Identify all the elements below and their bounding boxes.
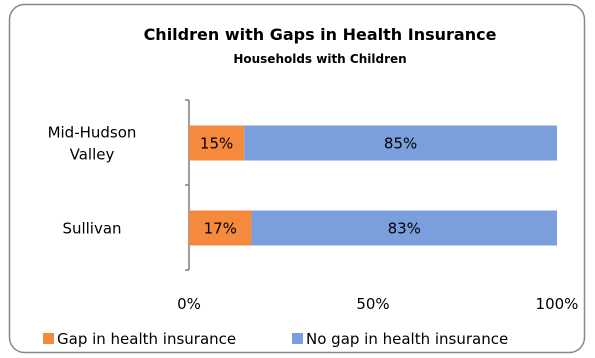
data-label: 85% bbox=[384, 135, 417, 153]
legend-label: Gap in health insurance bbox=[57, 330, 236, 348]
bar-gap-0 bbox=[189, 125, 245, 161]
legend-swatch bbox=[43, 333, 54, 344]
chart-title: Children with Gaps in Health Insurance bbox=[144, 25, 497, 44]
category-label: Sullivan bbox=[62, 220, 121, 238]
x-tick-label: 0% bbox=[177, 295, 201, 313]
chart-subtitle: Households with Children bbox=[233, 52, 406, 66]
data-label: 83% bbox=[388, 220, 421, 238]
bar-gap-1 bbox=[189, 210, 252, 246]
data-label: 15% bbox=[200, 135, 233, 153]
category-label: Valley bbox=[70, 146, 115, 164]
plot-area: 15% 85% Mid-Hudson Valley 17% 83% Sullivan 0% 50… bbox=[48, 99, 579, 313]
data-label: 17% bbox=[204, 220, 237, 238]
x-tick-label: 50% bbox=[356, 295, 389, 313]
legend: Gap in health insurance No gap in health … bbox=[43, 330, 508, 348]
legend-label: No gap in health insurance bbox=[306, 330, 508, 348]
legend-swatch bbox=[292, 333, 303, 344]
x-tick-label: 100% bbox=[536, 295, 579, 313]
bar-no-gap-1 bbox=[251, 210, 557, 246]
category-label: Mid-Hudson bbox=[48, 124, 137, 142]
bar-no-gap-0 bbox=[244, 125, 557, 161]
chart-frame bbox=[8, 3, 586, 354]
